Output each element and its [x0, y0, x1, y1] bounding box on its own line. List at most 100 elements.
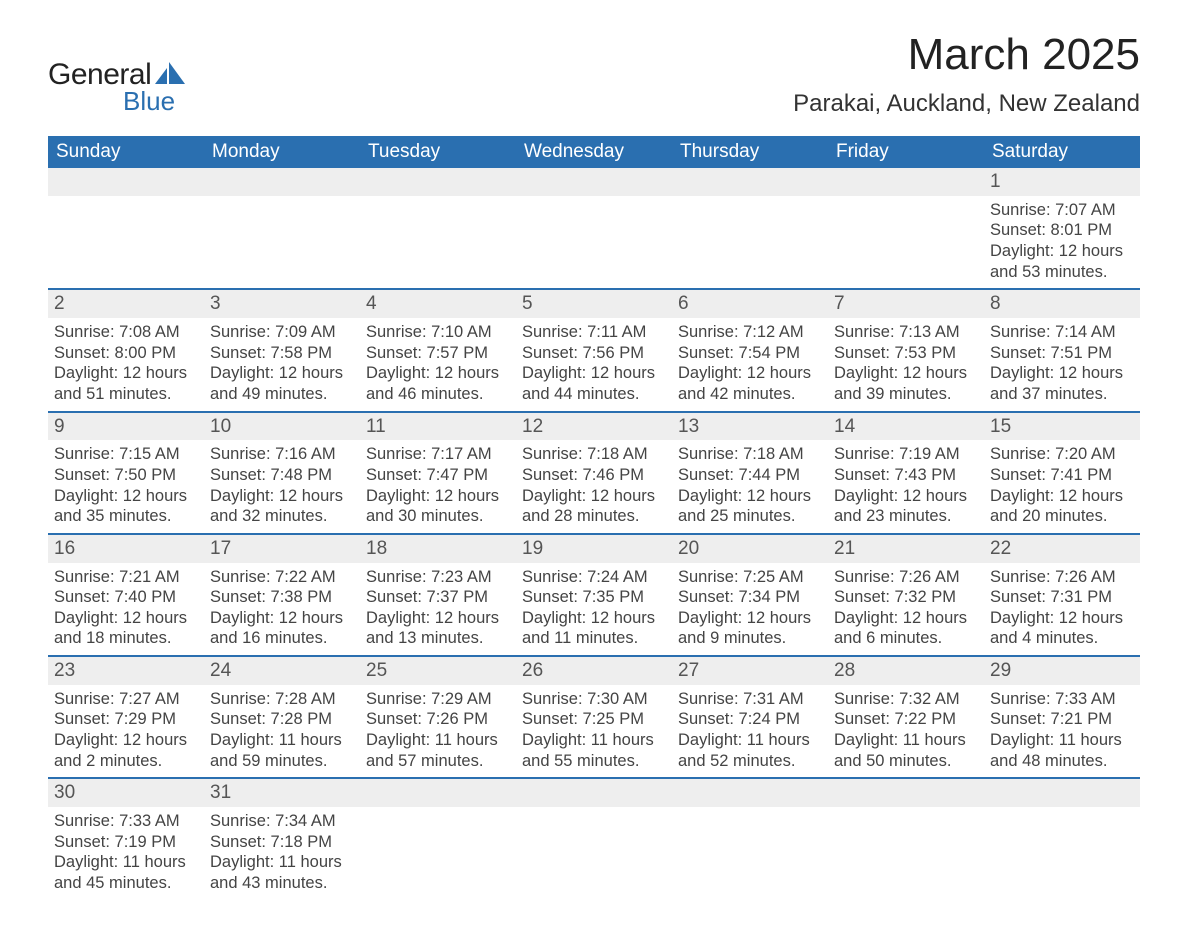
day-header: Sunday — [48, 136, 204, 168]
sunset-text: Sunset: 7:43 PM — [834, 465, 978, 486]
calendar-day-cell: 16Sunrise: 7:21 AMSunset: 7:40 PMDayligh… — [48, 534, 204, 656]
day-number: 28 — [828, 657, 984, 685]
logo-word-2: Blue — [123, 86, 175, 117]
daylight-text: Daylight: 12 hours — [54, 608, 198, 629]
daylight-text: Daylight: 12 hours — [678, 486, 822, 507]
calendar-day-cell — [828, 778, 984, 899]
day-number: 1 — [984, 168, 1140, 196]
calendar-day-cell: 3Sunrise: 7:09 AMSunset: 7:58 PMDaylight… — [204, 289, 360, 411]
day-number: 26 — [516, 657, 672, 685]
daylight-text: and 18 minutes. — [54, 628, 198, 649]
day-number — [48, 168, 204, 196]
day-number: 4 — [360, 290, 516, 318]
day-number: 21 — [828, 535, 984, 563]
sunrise-text: Sunrise: 7:10 AM — [366, 322, 510, 343]
calendar-week-row: 1Sunrise: 7:07 AMSunset: 8:01 PMDaylight… — [48, 168, 1140, 289]
sunset-text: Sunset: 7:38 PM — [210, 587, 354, 608]
daylight-text: and 46 minutes. — [366, 384, 510, 405]
sunrise-text: Sunrise: 7:27 AM — [54, 689, 198, 710]
daylight-text: Daylight: 12 hours — [678, 608, 822, 629]
daylight-text: Daylight: 12 hours — [210, 363, 354, 384]
daylight-text: Daylight: 11 hours — [210, 730, 354, 751]
sunset-text: Sunset: 7:58 PM — [210, 343, 354, 364]
day-number — [516, 779, 672, 807]
daylight-text: Daylight: 12 hours — [366, 486, 510, 507]
day-header: Monday — [204, 136, 360, 168]
sunset-text: Sunset: 7:53 PM — [834, 343, 978, 364]
sunset-text: Sunset: 7:56 PM — [522, 343, 666, 364]
calendar-week-row: 16Sunrise: 7:21 AMSunset: 7:40 PMDayligh… — [48, 534, 1140, 656]
calendar-day-cell: 19Sunrise: 7:24 AMSunset: 7:35 PMDayligh… — [516, 534, 672, 656]
sunrise-text: Sunrise: 7:07 AM — [990, 200, 1134, 221]
daylight-text: Daylight: 12 hours — [54, 730, 198, 751]
calendar-day-cell: 28Sunrise: 7:32 AMSunset: 7:22 PMDayligh… — [828, 656, 984, 778]
calendar-day-cell: 17Sunrise: 7:22 AMSunset: 7:38 PMDayligh… — [204, 534, 360, 656]
sunrise-text: Sunrise: 7:28 AM — [210, 689, 354, 710]
sunrise-text: Sunrise: 7:11 AM — [522, 322, 666, 343]
day-number: 3 — [204, 290, 360, 318]
sunrise-text: Sunrise: 7:21 AM — [54, 567, 198, 588]
day-number: 13 — [672, 413, 828, 441]
calendar-day-cell: 26Sunrise: 7:30 AMSunset: 7:25 PMDayligh… — [516, 656, 672, 778]
day-header-row: Sunday Monday Tuesday Wednesday Thursday… — [48, 136, 1140, 168]
calendar-day-cell — [516, 168, 672, 289]
calendar-day-cell — [360, 778, 516, 899]
day-number — [516, 168, 672, 196]
daylight-text: and 49 minutes. — [210, 384, 354, 405]
daylight-text: and 57 minutes. — [366, 751, 510, 772]
sunset-text: Sunset: 8:01 PM — [990, 220, 1134, 241]
daylight-text: Daylight: 11 hours — [990, 730, 1134, 751]
sunset-text: Sunset: 7:22 PM — [834, 709, 978, 730]
sunrise-text: Sunrise: 7:23 AM — [366, 567, 510, 588]
sunset-text: Sunset: 7:32 PM — [834, 587, 978, 608]
daylight-text: Daylight: 12 hours — [990, 363, 1134, 384]
daylight-text: Daylight: 12 hours — [834, 608, 978, 629]
sunrise-text: Sunrise: 7:16 AM — [210, 444, 354, 465]
calendar-week-row: 23Sunrise: 7:27 AMSunset: 7:29 PMDayligh… — [48, 656, 1140, 778]
location-subtitle: Parakai, Auckland, New Zealand — [793, 90, 1140, 118]
daylight-text: Daylight: 11 hours — [366, 730, 510, 751]
sunrise-text: Sunrise: 7:26 AM — [834, 567, 978, 588]
sunset-text: Sunset: 7:19 PM — [54, 832, 198, 853]
daylight-text: Daylight: 12 hours — [522, 608, 666, 629]
day-number — [984, 779, 1140, 807]
logo-sail-icon — [155, 62, 185, 84]
daylight-text: Daylight: 12 hours — [678, 363, 822, 384]
day-number: 2 — [48, 290, 204, 318]
sunset-text: Sunset: 7:51 PM — [990, 343, 1134, 364]
daylight-text: Daylight: 12 hours — [522, 363, 666, 384]
calendar-day-cell: 5Sunrise: 7:11 AMSunset: 7:56 PMDaylight… — [516, 289, 672, 411]
daylight-text: and 52 minutes. — [678, 751, 822, 772]
calendar-day-cell: 2Sunrise: 7:08 AMSunset: 8:00 PMDaylight… — [48, 289, 204, 411]
daylight-text: and 2 minutes. — [54, 751, 198, 772]
sunrise-text: Sunrise: 7:34 AM — [210, 811, 354, 832]
sunrise-text: Sunrise: 7:20 AM — [990, 444, 1134, 465]
daylight-text: Daylight: 11 hours — [522, 730, 666, 751]
daylight-text: and 53 minutes. — [990, 262, 1134, 283]
daylight-text: Daylight: 12 hours — [834, 486, 978, 507]
day-number: 10 — [204, 413, 360, 441]
sunrise-text: Sunrise: 7:32 AM — [834, 689, 978, 710]
calendar-day-cell — [360, 168, 516, 289]
calendar-day-cell — [516, 778, 672, 899]
sunset-text: Sunset: 7:29 PM — [54, 709, 198, 730]
sunset-text: Sunset: 7:54 PM — [678, 343, 822, 364]
day-number: 17 — [204, 535, 360, 563]
calendar-table: Sunday Monday Tuesday Wednesday Thursday… — [48, 136, 1140, 900]
calendar-day-cell: 30Sunrise: 7:33 AMSunset: 7:19 PMDayligh… — [48, 778, 204, 899]
day-number: 16 — [48, 535, 204, 563]
daylight-text: Daylight: 12 hours — [210, 486, 354, 507]
calendar-day-cell: 27Sunrise: 7:31 AMSunset: 7:24 PMDayligh… — [672, 656, 828, 778]
sunrise-text: Sunrise: 7:17 AM — [366, 444, 510, 465]
daylight-text: Daylight: 11 hours — [54, 852, 198, 873]
day-number: 9 — [48, 413, 204, 441]
calendar-day-cell — [204, 168, 360, 289]
day-header: Thursday — [672, 136, 828, 168]
daylight-text: Daylight: 12 hours — [54, 363, 198, 384]
daylight-text: and 44 minutes. — [522, 384, 666, 405]
daylight-text: and 13 minutes. — [366, 628, 510, 649]
sunrise-text: Sunrise: 7:13 AM — [834, 322, 978, 343]
daylight-text: and 25 minutes. — [678, 506, 822, 527]
day-number: 12 — [516, 413, 672, 441]
day-number: 7 — [828, 290, 984, 318]
